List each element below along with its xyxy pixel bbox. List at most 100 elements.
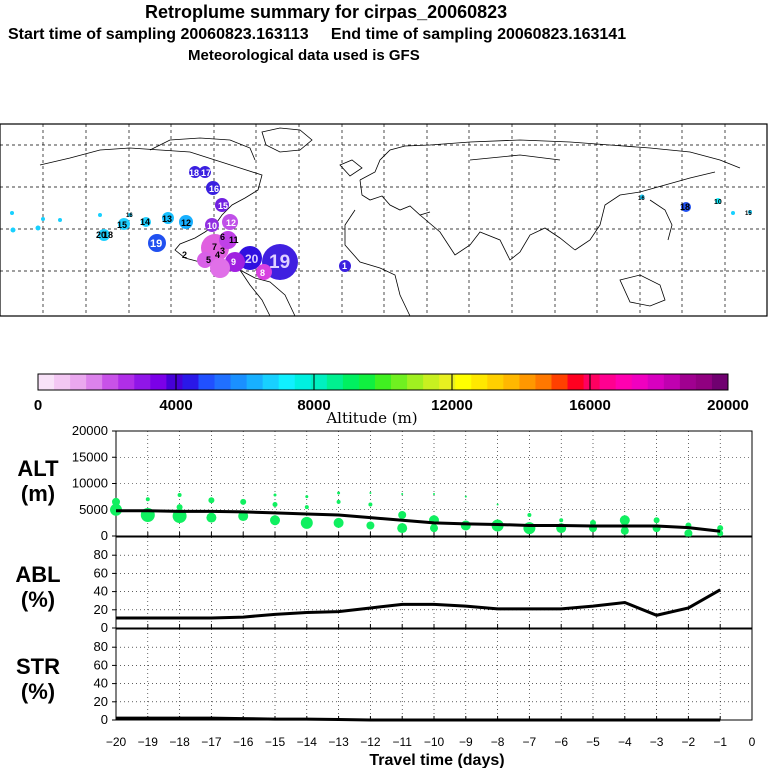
colorbar-cell [182,374,199,390]
x-tick-label: −16 [233,735,254,749]
colorbar-cell [118,374,135,390]
data-point [337,491,341,495]
data-point [398,511,407,519]
data-point [366,521,375,530]
map-label: 10 [714,199,722,206]
y-tick-label: 5000 [79,502,108,517]
y-tick-label: 20000 [72,423,108,438]
chart-title: Retroplume summary for cirpas_20060823 [145,2,508,22]
colorbar-cell [519,374,536,390]
colorbar-cell [487,374,504,390]
colorbar-cell [455,374,472,390]
colorbar-cell [310,374,328,390]
y-tick-label: 0 [101,712,108,727]
y-tick-label: 60 [94,657,108,672]
colorbar-cell [342,374,360,390]
colorbar-tick-label: 0 [34,397,42,414]
colorbar-cell [166,374,183,390]
y-tick-label: 60 [94,565,108,580]
map-label: 19 [150,238,162,250]
data-point [619,515,630,526]
marker-labels: 19 20 19 12 11 7 5 4 3 2 6 18 17 16 15 1… [96,168,752,278]
x-tick-label: −18 [169,735,190,749]
data-point [300,516,313,529]
map-label: 4 [215,250,220,260]
colorbar-cell [134,374,151,390]
data-point [397,523,408,534]
data-point [559,518,564,523]
x-tick-label: −13 [328,735,349,749]
data-point [653,517,660,524]
y-tick-label: 20 [94,694,108,709]
data-point [401,493,404,495]
series-line [116,588,721,620]
colorbar-cell [86,374,103,390]
map-label: 11 [229,235,239,245]
map-label: 16 [126,213,133,219]
sampling-times: Start time of sampling 20060823.163113 E… [8,26,627,43]
data-point [238,511,249,522]
colorbar-cell [230,374,248,390]
map-label: 15 [117,220,127,230]
colorbar-cell [214,374,232,390]
colorbar-cell [278,374,296,390]
data-point [460,520,471,531]
data-point [333,517,344,528]
altitude-colorbar: 0 4000 8000 12000 16000 20000 Altitude (m) [34,373,749,427]
colorbar-cell [631,374,649,390]
x-tick-label: −17 [201,735,222,749]
data-point [336,499,341,504]
trajectory-markers [10,166,752,280]
colorbar-cell [647,374,665,390]
y-tick-label: 20 [94,602,108,617]
x-tick-label: −8 [491,735,505,749]
data-point [620,526,629,535]
x-tick-label: −7 [523,735,537,749]
data-point [240,498,247,505]
colorbar-cell [711,374,729,390]
colorbar-tick-label: 4000 [159,397,192,414]
map-label: 2 [182,250,187,260]
colorbar-tick-label: 12000 [431,397,473,414]
colorbar-cell [695,374,713,390]
colorbar-cell [150,374,167,390]
data-point [464,495,467,498]
colorbar-cell [567,374,585,390]
data-point [433,493,435,495]
y-axis-label: STR [16,654,60,679]
x-tick-label: −20 [106,735,127,749]
data-point [112,497,120,506]
colorbar-cell [102,374,119,390]
data-point [430,524,438,533]
y-axis-label: ABL [15,562,60,587]
colorbar-cell [358,374,376,390]
y-tick-label: 80 [94,547,108,562]
data-point [145,497,150,502]
data-point [369,491,372,494]
time-series-panels: 20000150001000050000ALT(m)806040200ABL(%… [15,423,755,768]
x-tick-label: −4 [618,735,632,749]
y-tick-label: 0 [101,528,108,543]
map-label: 16 [209,184,219,194]
map-label: 12 [181,218,191,228]
x-tick-label: −12 [360,735,381,749]
colorbar-cell [70,374,87,390]
y-tick-label: 80 [94,639,108,654]
y-tick-label: 15000 [72,449,108,464]
data-point [684,529,693,538]
data-point [305,495,309,499]
colorbar-cell [471,374,488,390]
colorbar-cell [615,374,633,390]
map-label: 8 [260,268,265,278]
map-label: 5 [206,255,211,265]
colorbar-cell [423,374,440,390]
colorbar-cell [54,374,71,390]
colorbar-cell [535,374,552,390]
data-point [590,519,596,526]
colorbar-cell [439,374,456,390]
panel-abl: 80 60 40 20 0 ABL(%) [15,536,753,635]
map-label: 9 [231,257,236,267]
met-data-note: Meteorological data used is GFS [188,47,420,64]
x-tick-label: 0 [749,735,756,749]
